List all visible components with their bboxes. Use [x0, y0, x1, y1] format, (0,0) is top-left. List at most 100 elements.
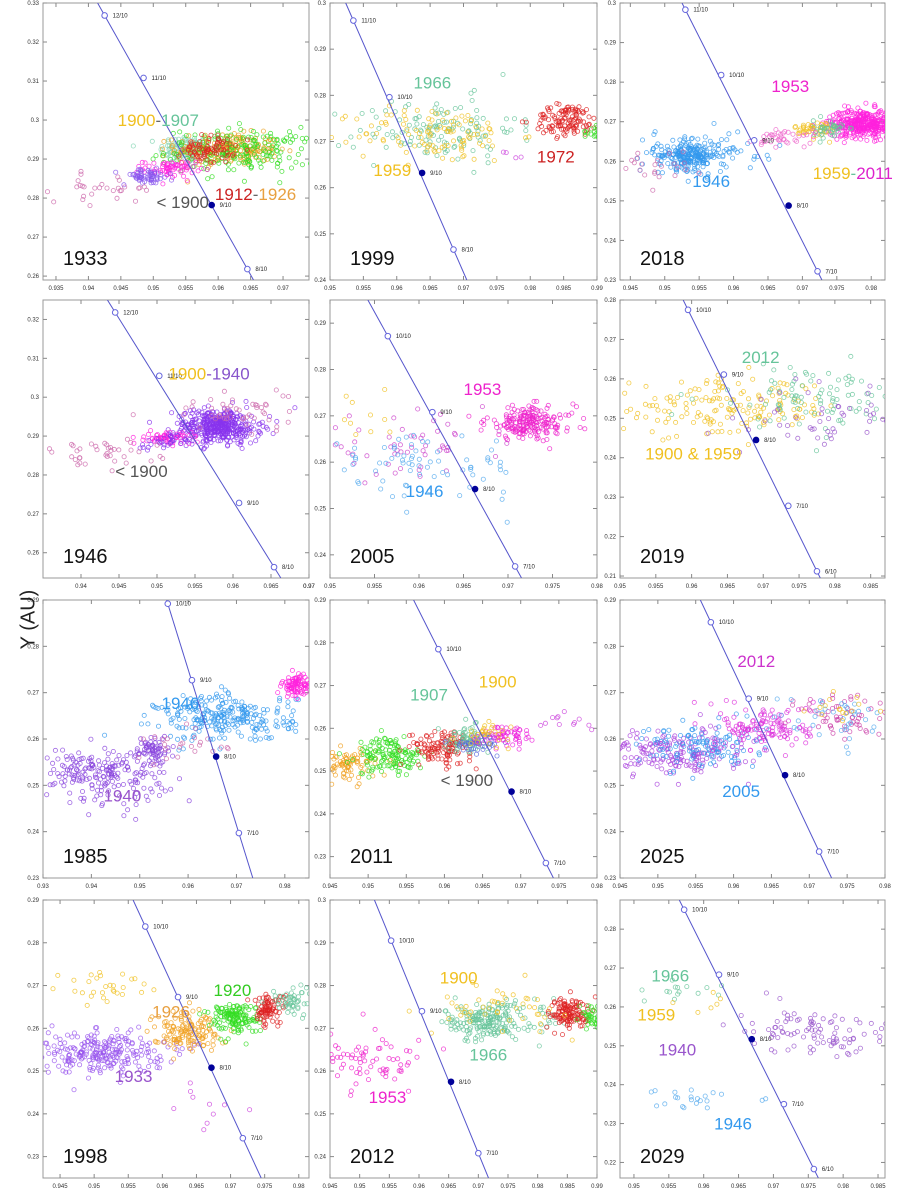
- data-point: [400, 121, 406, 127]
- data-point: [804, 132, 810, 138]
- data-point: [558, 108, 564, 114]
- x-tick-label: 0.96: [728, 286, 740, 292]
- data-point: [170, 438, 176, 444]
- data-point: [109, 766, 115, 772]
- data-point: [119, 760, 125, 766]
- data-point: [709, 152, 715, 158]
- data-point: [160, 164, 166, 170]
- data-point: [816, 379, 822, 385]
- data-point: [89, 782, 95, 788]
- data-point: [642, 172, 648, 178]
- data-point: [738, 148, 744, 154]
- data-point: [239, 135, 245, 141]
- data-point: [472, 739, 478, 745]
- data-point: [264, 156, 270, 162]
- data-point: [523, 135, 529, 141]
- data-point: [410, 751, 416, 757]
- x-tick-label: 0.96: [212, 286, 224, 292]
- x-tick-label: 0.965: [243, 286, 259, 292]
- panel-1999: 0.95 0.955 0.96 0.965 0.97 0.975 0.98 0.985 0.99…: [314, 1, 603, 292]
- data-point: [241, 178, 247, 184]
- data-point: [439, 730, 445, 736]
- data-point: [391, 442, 397, 448]
- data-point: [383, 144, 389, 150]
- data-point: [261, 710, 267, 716]
- data-point: [247, 440, 253, 446]
- data-point: [208, 160, 214, 166]
- data-point: [443, 766, 449, 772]
- data-point: [213, 691, 219, 697]
- data-point: [227, 409, 233, 415]
- data-point: [674, 433, 680, 439]
- data-point: [285, 726, 291, 732]
- data-point: [845, 392, 851, 398]
- data-point: [201, 166, 207, 172]
- track-date-label: 6/10: [825, 569, 837, 575]
- data-point: [179, 430, 185, 436]
- data-point: [141, 184, 147, 190]
- data-point: [190, 399, 196, 405]
- data-point: [707, 138, 713, 144]
- y-tick-label: 0.24: [604, 830, 616, 836]
- data-point: [310, 437, 314, 441]
- data-point: [372, 755, 378, 761]
- data-point: [277, 180, 283, 186]
- track-date-label: 10/10: [397, 95, 413, 101]
- data-point: [290, 719, 296, 725]
- data-point: [140, 437, 146, 443]
- data-point: [534, 398, 540, 404]
- data-point: [717, 168, 723, 174]
- data-point: [663, 419, 669, 425]
- data-point: [220, 700, 226, 706]
- data-point: [176, 747, 182, 753]
- data-point: [473, 124, 479, 130]
- data-point: [523, 122, 529, 128]
- data-point: [439, 443, 445, 449]
- annotation-label: 1900: [479, 673, 517, 692]
- data-point: [223, 133, 229, 139]
- data-point: [492, 453, 498, 459]
- data-point: [99, 181, 105, 187]
- y-tick-label: 0.28: [314, 368, 326, 374]
- data-point: [479, 126, 485, 132]
- data-point: [708, 417, 714, 423]
- data-point: [517, 741, 523, 747]
- data-point: [242, 707, 248, 713]
- data-point: [499, 496, 505, 502]
- data-point: [302, 682, 308, 688]
- data-point: [343, 393, 349, 399]
- x-tick-label: 0.97: [797, 286, 809, 292]
- data-point: [273, 428, 279, 434]
- data-point: [528, 419, 534, 425]
- panel-2018: 0.945 0.95 0.955 0.96 0.965 0.97 0.975 0.980.23…: [604, 1, 892, 292]
- data-point: [293, 159, 299, 165]
- data-point: [667, 398, 673, 404]
- y-tick-label: 0.29: [27, 598, 39, 604]
- data-point: [413, 752, 419, 758]
- y-tick-label: 0.31: [27, 356, 39, 362]
- data-point: [175, 754, 181, 760]
- data-point: [407, 139, 413, 145]
- data-point: [540, 115, 546, 121]
- data-point: [113, 169, 119, 175]
- data-point: [392, 451, 398, 457]
- data-point: [401, 493, 407, 499]
- data-point: [493, 732, 499, 738]
- data-point: [141, 750, 147, 756]
- data-point: [730, 146, 736, 152]
- data-point: [503, 116, 509, 122]
- data-point: [839, 132, 845, 138]
- data-point: [385, 741, 391, 747]
- y-tick-label: 0.33: [27, 1, 39, 7]
- data-point: [195, 168, 201, 174]
- data-point: [430, 143, 436, 149]
- y-tick-label: 0.23: [604, 495, 616, 501]
- data-point: [704, 414, 710, 420]
- data-point: [341, 467, 347, 473]
- data-point: [202, 703, 208, 709]
- data-point: [821, 129, 827, 135]
- data-point: [256, 421, 262, 427]
- x-tick-label: 0.97: [803, 884, 815, 890]
- data-point: [109, 771, 115, 777]
- data-point: [348, 772, 354, 778]
